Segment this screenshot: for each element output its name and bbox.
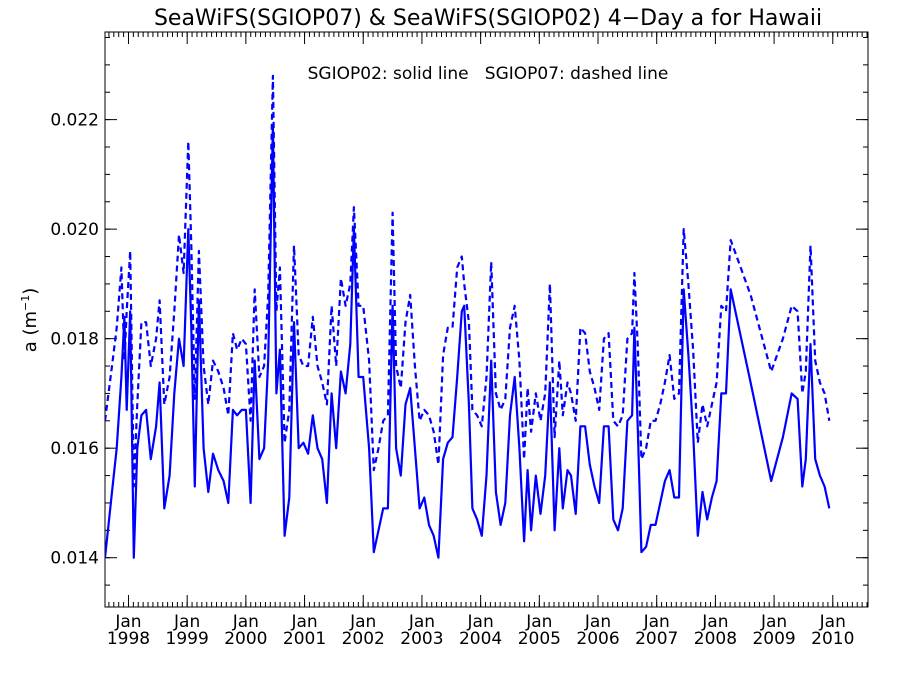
x-tick-label-month: Jan — [760, 612, 787, 632]
x-tick-label-month: Jan — [584, 612, 611, 632]
x-tick-label-year: 2003 — [400, 629, 443, 649]
y-axis-label-superscript: −1 — [19, 295, 32, 311]
y-axis-label-close: ) — [20, 288, 41, 295]
x-tick-label-year: 2001 — [283, 629, 326, 649]
plot-area: 0.0140.0160.0180.0200.022Jan1998Jan1999J… — [50, 31, 869, 649]
svg-text:a (m−1): a (m−1) — [19, 288, 41, 353]
x-tick-label-month: Jan — [173, 612, 200, 632]
x-tick-label-month: Jan — [408, 612, 435, 632]
x-tick-label-year: 1998 — [107, 629, 150, 649]
x-tick-label-year: 2007 — [635, 629, 678, 649]
x-tick-label-year: 1999 — [166, 629, 209, 649]
series-line-sgiop02 — [105, 124, 831, 559]
series-line-sgiop07 — [105, 74, 831, 488]
x-tick-label-month: Jan — [349, 612, 376, 632]
x-tick-label-month: Jan — [643, 612, 670, 632]
x-tick-label-year: 2010 — [811, 629, 854, 649]
x-tick-label-month: Jan — [467, 612, 494, 632]
x-tick-label-month: Jan — [701, 612, 728, 632]
x-tick-label-month: Jan — [525, 612, 552, 632]
plot-frame — [104, 31, 869, 608]
y-axis-label: a (m−1) — [19, 288, 41, 353]
x-tick-label-month: Jan — [290, 612, 317, 632]
x-tick-label-year: 2000 — [224, 629, 267, 649]
x-tick-label-month: Jan — [819, 612, 846, 632]
y-axis-label-main: a (m — [20, 311, 41, 352]
x-tick-label-year: 2002 — [342, 629, 385, 649]
x-tick-label-year: 2005 — [518, 629, 561, 649]
x-tick-label-month: Jan — [232, 612, 259, 632]
x-tick-label-year: 2006 — [576, 629, 619, 649]
chart-title: SeaWiFS(SGIOP07) & SeaWiFS(SGIOP02) 4−Da… — [154, 6, 822, 31]
x-tick-label-year: 2008 — [694, 629, 737, 649]
y-tick-label: 0.020 — [50, 220, 99, 240]
chart-annotation: SGIOP02: solid line SGIOP07: dashed line — [308, 64, 669, 84]
y-tick-label: 0.016 — [50, 439, 99, 459]
y-tick-label: 0.014 — [50, 549, 99, 569]
y-tick-label: 0.018 — [50, 330, 99, 350]
x-tick-label-month: Jan — [114, 612, 141, 632]
x-tick-label-year: 2004 — [459, 629, 502, 649]
x-tick-label-year: 2009 — [752, 629, 795, 649]
y-tick-label: 0.022 — [50, 111, 99, 131]
